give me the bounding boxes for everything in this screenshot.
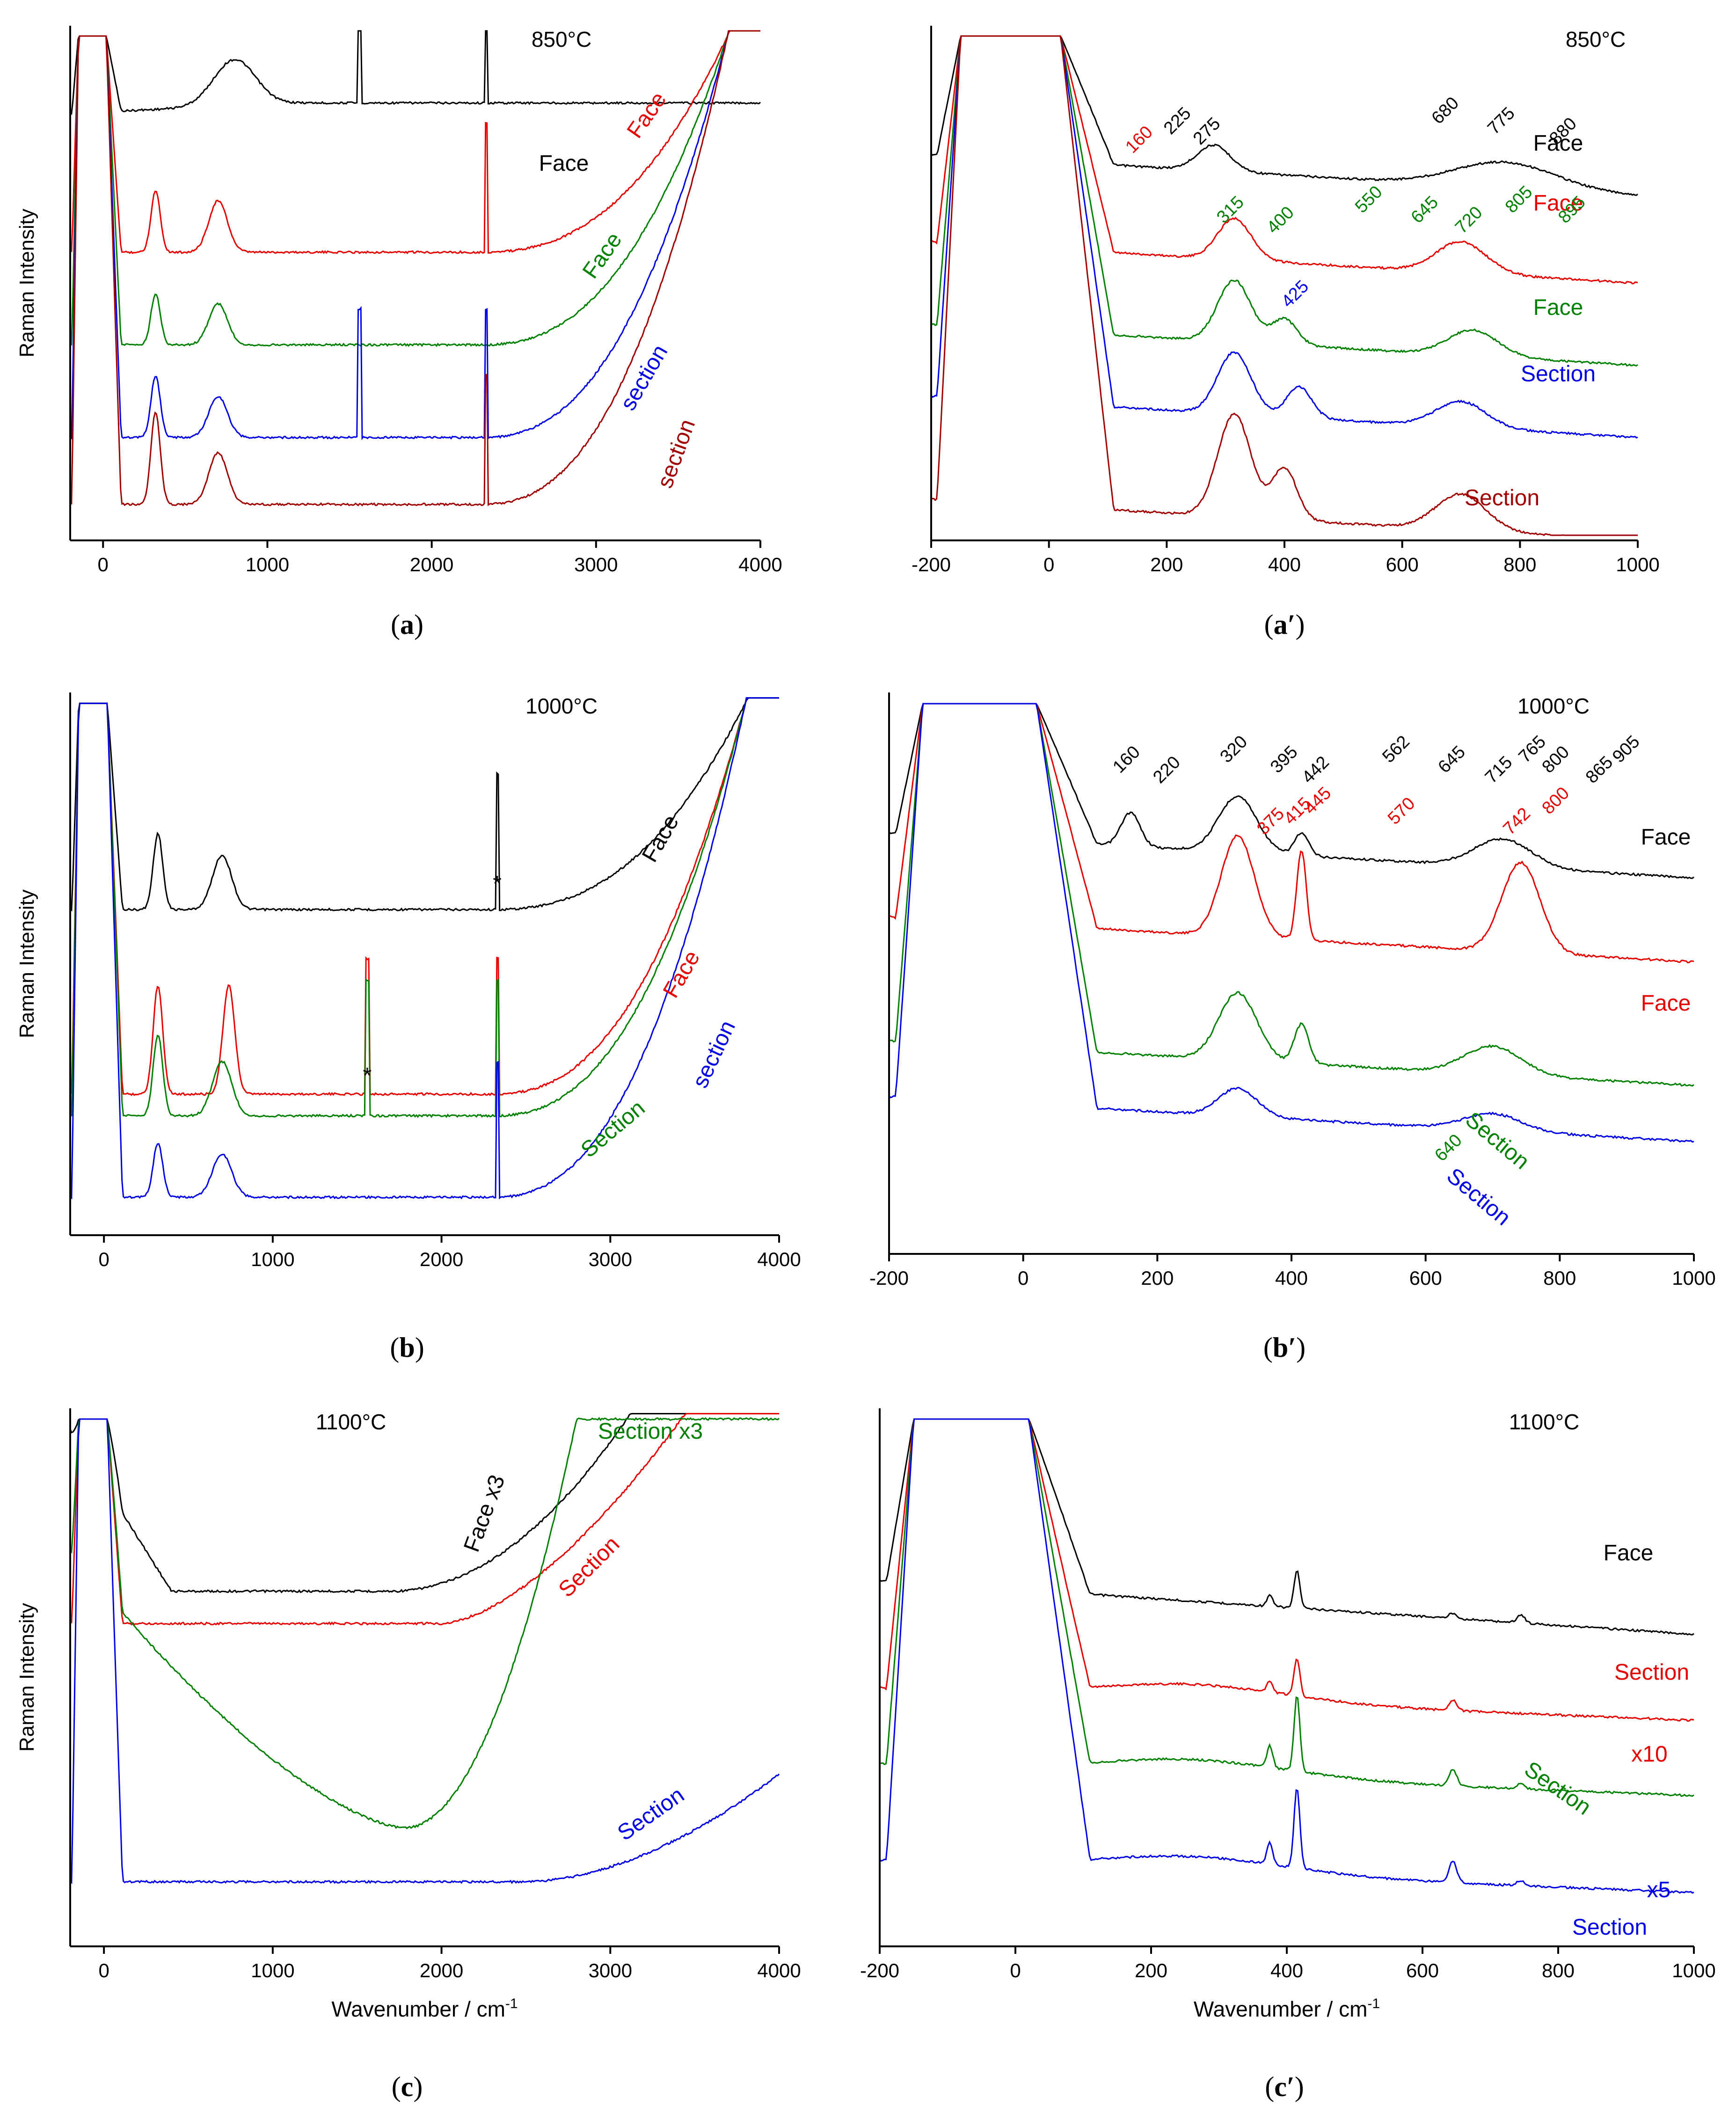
star-marker: * [363, 1063, 372, 1088]
panel-caption: (c′) [1265, 2071, 1304, 2102]
scale-label: x10 [1631, 1742, 1667, 1767]
x-tick-label: -200 [860, 1959, 899, 1981]
panel-caption: (a) [391, 609, 423, 640]
series-label: Section x3 [598, 1419, 703, 1444]
x-tick-label: 400 [1268, 553, 1301, 575]
series-c2-3-line [879, 1418, 1694, 1894]
series-label: Face [1533, 131, 1583, 156]
panel-caption: (c) [392, 2071, 423, 2102]
x-tick-label: 4000 [757, 1248, 801, 1270]
x-tick-label: 1000 [251, 1248, 294, 1270]
panel-title: 850°C [1566, 27, 1626, 51]
y-axis-label: Raman Intensity [15, 889, 38, 1038]
series-c-2-line [69, 1417, 780, 1829]
x-tick-label: 600 [1386, 553, 1419, 575]
x-tick-label: 400 [1275, 1267, 1308, 1289]
series-b-0-line [69, 697, 779, 912]
x-tick-label: 200 [1135, 1959, 1167, 1981]
x-tick-label: 2000 [420, 1959, 463, 1981]
x-tick-label: 600 [1406, 1959, 1439, 1981]
x-tick-label: 200 [1141, 1267, 1174, 1289]
series-label: Face [1641, 825, 1691, 850]
y-axis-label: Raman Intensity [15, 209, 38, 357]
y-axis-label: Raman Intensity [15, 1603, 38, 1752]
series-b2-3-line [888, 703, 1694, 1143]
x-tick-label: 1000 [246, 553, 289, 575]
series-a-1-line [70, 30, 760, 255]
series-label: Section [1614, 1660, 1689, 1685]
panel-title: 1100°C [316, 1410, 387, 1434]
x-tick-label: 2000 [420, 1248, 463, 1270]
panel-title: 1000°C [1517, 694, 1590, 718]
x-tick-label: 200 [1150, 553, 1183, 575]
series-c-0-line [69, 1413, 779, 1594]
x-tick-label: 800 [1543, 1267, 1576, 1289]
panel-title: 850°C [532, 27, 591, 51]
series-label: Section [1572, 1915, 1647, 1940]
x-tick-label: 0 [1018, 1267, 1028, 1289]
panel-caption: (b) [390, 1332, 424, 1363]
scale-label: x5 [1647, 1878, 1671, 1902]
x-tick-label: 1000 [251, 1959, 294, 1981]
series-a-0-line [70, 30, 761, 115]
x-tick-label: 600 [1409, 1267, 1442, 1289]
x-tick-label: 0 [1043, 553, 1054, 575]
x-tick-label: -200 [869, 1267, 909, 1289]
panel-caption: (b′) [1263, 1332, 1306, 1363]
series-label: Face [1641, 991, 1691, 1016]
x-tick-label: 1000 [1616, 553, 1659, 575]
series-label: Face [1533, 295, 1583, 320]
x-axis-label: Wavenumber / cm-1 [1194, 1996, 1380, 2021]
x-tick-label: 0 [98, 1959, 109, 1981]
x-tick-label: 1000 [1672, 1959, 1715, 1981]
series-b-2-line [70, 697, 779, 1118]
x-tick-label: 3000 [589, 1959, 632, 1981]
series-label: Face [539, 151, 589, 176]
series-a-4-line [70, 30, 760, 507]
x-tick-label: 2000 [410, 553, 453, 575]
series-a2-4-line [931, 35, 1638, 536]
x-tick-label: 400 [1270, 1959, 1303, 1981]
star-marker: * [493, 872, 502, 896]
x-tick-label: 0 [98, 553, 109, 575]
panel-c2: -200 0 200 400 600 800 1000 1100°C Wavenumber / … [860, 1408, 1716, 2102]
series-label: Section [1465, 486, 1539, 510]
series-a-2-line [70, 30, 760, 347]
series-label: Face [1604, 1541, 1654, 1566]
x-tick-label: 0 [98, 1248, 109, 1270]
series-label: Face [1533, 191, 1583, 216]
series-b-1-line [70, 697, 779, 1096]
x-tick-label: 800 [1542, 1959, 1575, 1981]
x-tick-label: 4000 [738, 553, 782, 575]
series-a-3-line [69, 30, 760, 440]
x-axis-label: Wavenumber / cm-1 [331, 1996, 518, 2021]
series-b-3-line [69, 697, 779, 1200]
panel-caption: (a′) [1264, 609, 1305, 640]
series-c-1-line [70, 1413, 779, 1626]
x-tick-label: 0 [1010, 1959, 1021, 1981]
x-tick-label: 3000 [589, 1248, 632, 1270]
series-c-3-line [69, 1418, 780, 1884]
x-tick-label: 1000 [1672, 1267, 1715, 1289]
series-label: Section [1521, 362, 1596, 386]
x-tick-label: -200 [912, 553, 951, 575]
panel-title: 1100°C [1509, 1410, 1580, 1434]
x-tick-label: 800 [1503, 553, 1536, 575]
x-tick-label: 4000 [757, 1959, 801, 1981]
x-tick-label: 3000 [574, 553, 618, 575]
panel-title: 1000°C [525, 694, 598, 718]
